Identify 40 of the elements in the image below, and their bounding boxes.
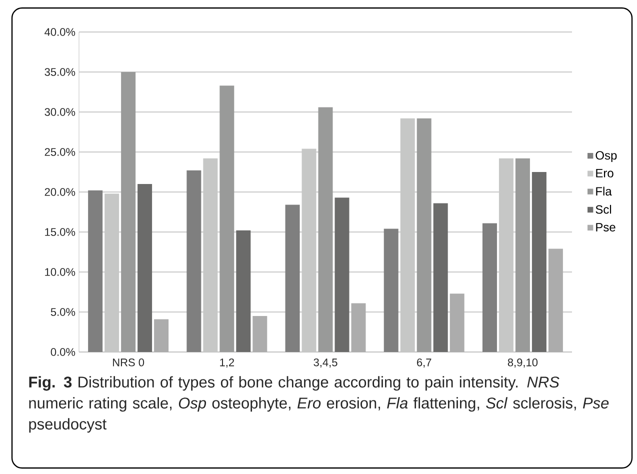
y-tick-label: 35.0% — [44, 68, 76, 76]
bar — [220, 86, 234, 352]
y-tick-label: 40.0% — [44, 28, 76, 36]
text: Fig. 3 Distribution of types of bone change according to pain intensity. NRS numeric rating scale, Osp osteophyte, Ero erosion, Fla flattening, Scl sclerosis, Pse pseudocyst — [29, 376, 609, 433]
bar — [416, 118, 432, 352]
y-tick-label: 20.0% — [44, 188, 76, 196]
bar — [515, 158, 530, 352]
y-tick-label: 15.0% — [45, 228, 76, 236]
x-tick-label: 1,2 — [220, 358, 234, 368]
legend-label: Pse — [596, 223, 616, 232]
legend-label: Fla — [596, 186, 612, 196]
bar — [138, 184, 152, 352]
bar — [532, 172, 546, 352]
bar — [334, 198, 350, 352]
bar — [482, 223, 497, 352]
bar — [186, 170, 202, 352]
bar — [88, 190, 103, 352]
legend-label: Ero — [596, 169, 614, 178]
bar — [236, 230, 251, 352]
bar — [384, 228, 398, 352]
legend-label: Scl — [596, 204, 612, 214]
y-tick-label: 5.0% — [50, 308, 76, 316]
bar — [285, 204, 300, 352]
bar — [302, 148, 316, 352]
bar — [433, 203, 448, 352]
x-tick-label: 3,4,5 — [314, 358, 338, 368]
bar — [203, 158, 218, 352]
bar — [318, 107, 333, 352]
legend-label: Osp — [596, 151, 617, 162]
bar — [400, 118, 415, 352]
y-tick-label: 25.0% — [44, 148, 76, 156]
bar — [498, 158, 514, 352]
x-tick-label: 6,7 — [417, 358, 432, 368]
x-tick-label: NRS 0 — [113, 358, 144, 366]
bar — [104, 194, 120, 352]
bar — [121, 72, 136, 352]
y-tick-label: 0.0% — [50, 348, 76, 356]
y-tick-label: 10.0% — [45, 268, 76, 276]
y-tick-label: 30.0% — [44, 108, 76, 116]
x-tick-label: 8,9,10 — [508, 358, 538, 368]
